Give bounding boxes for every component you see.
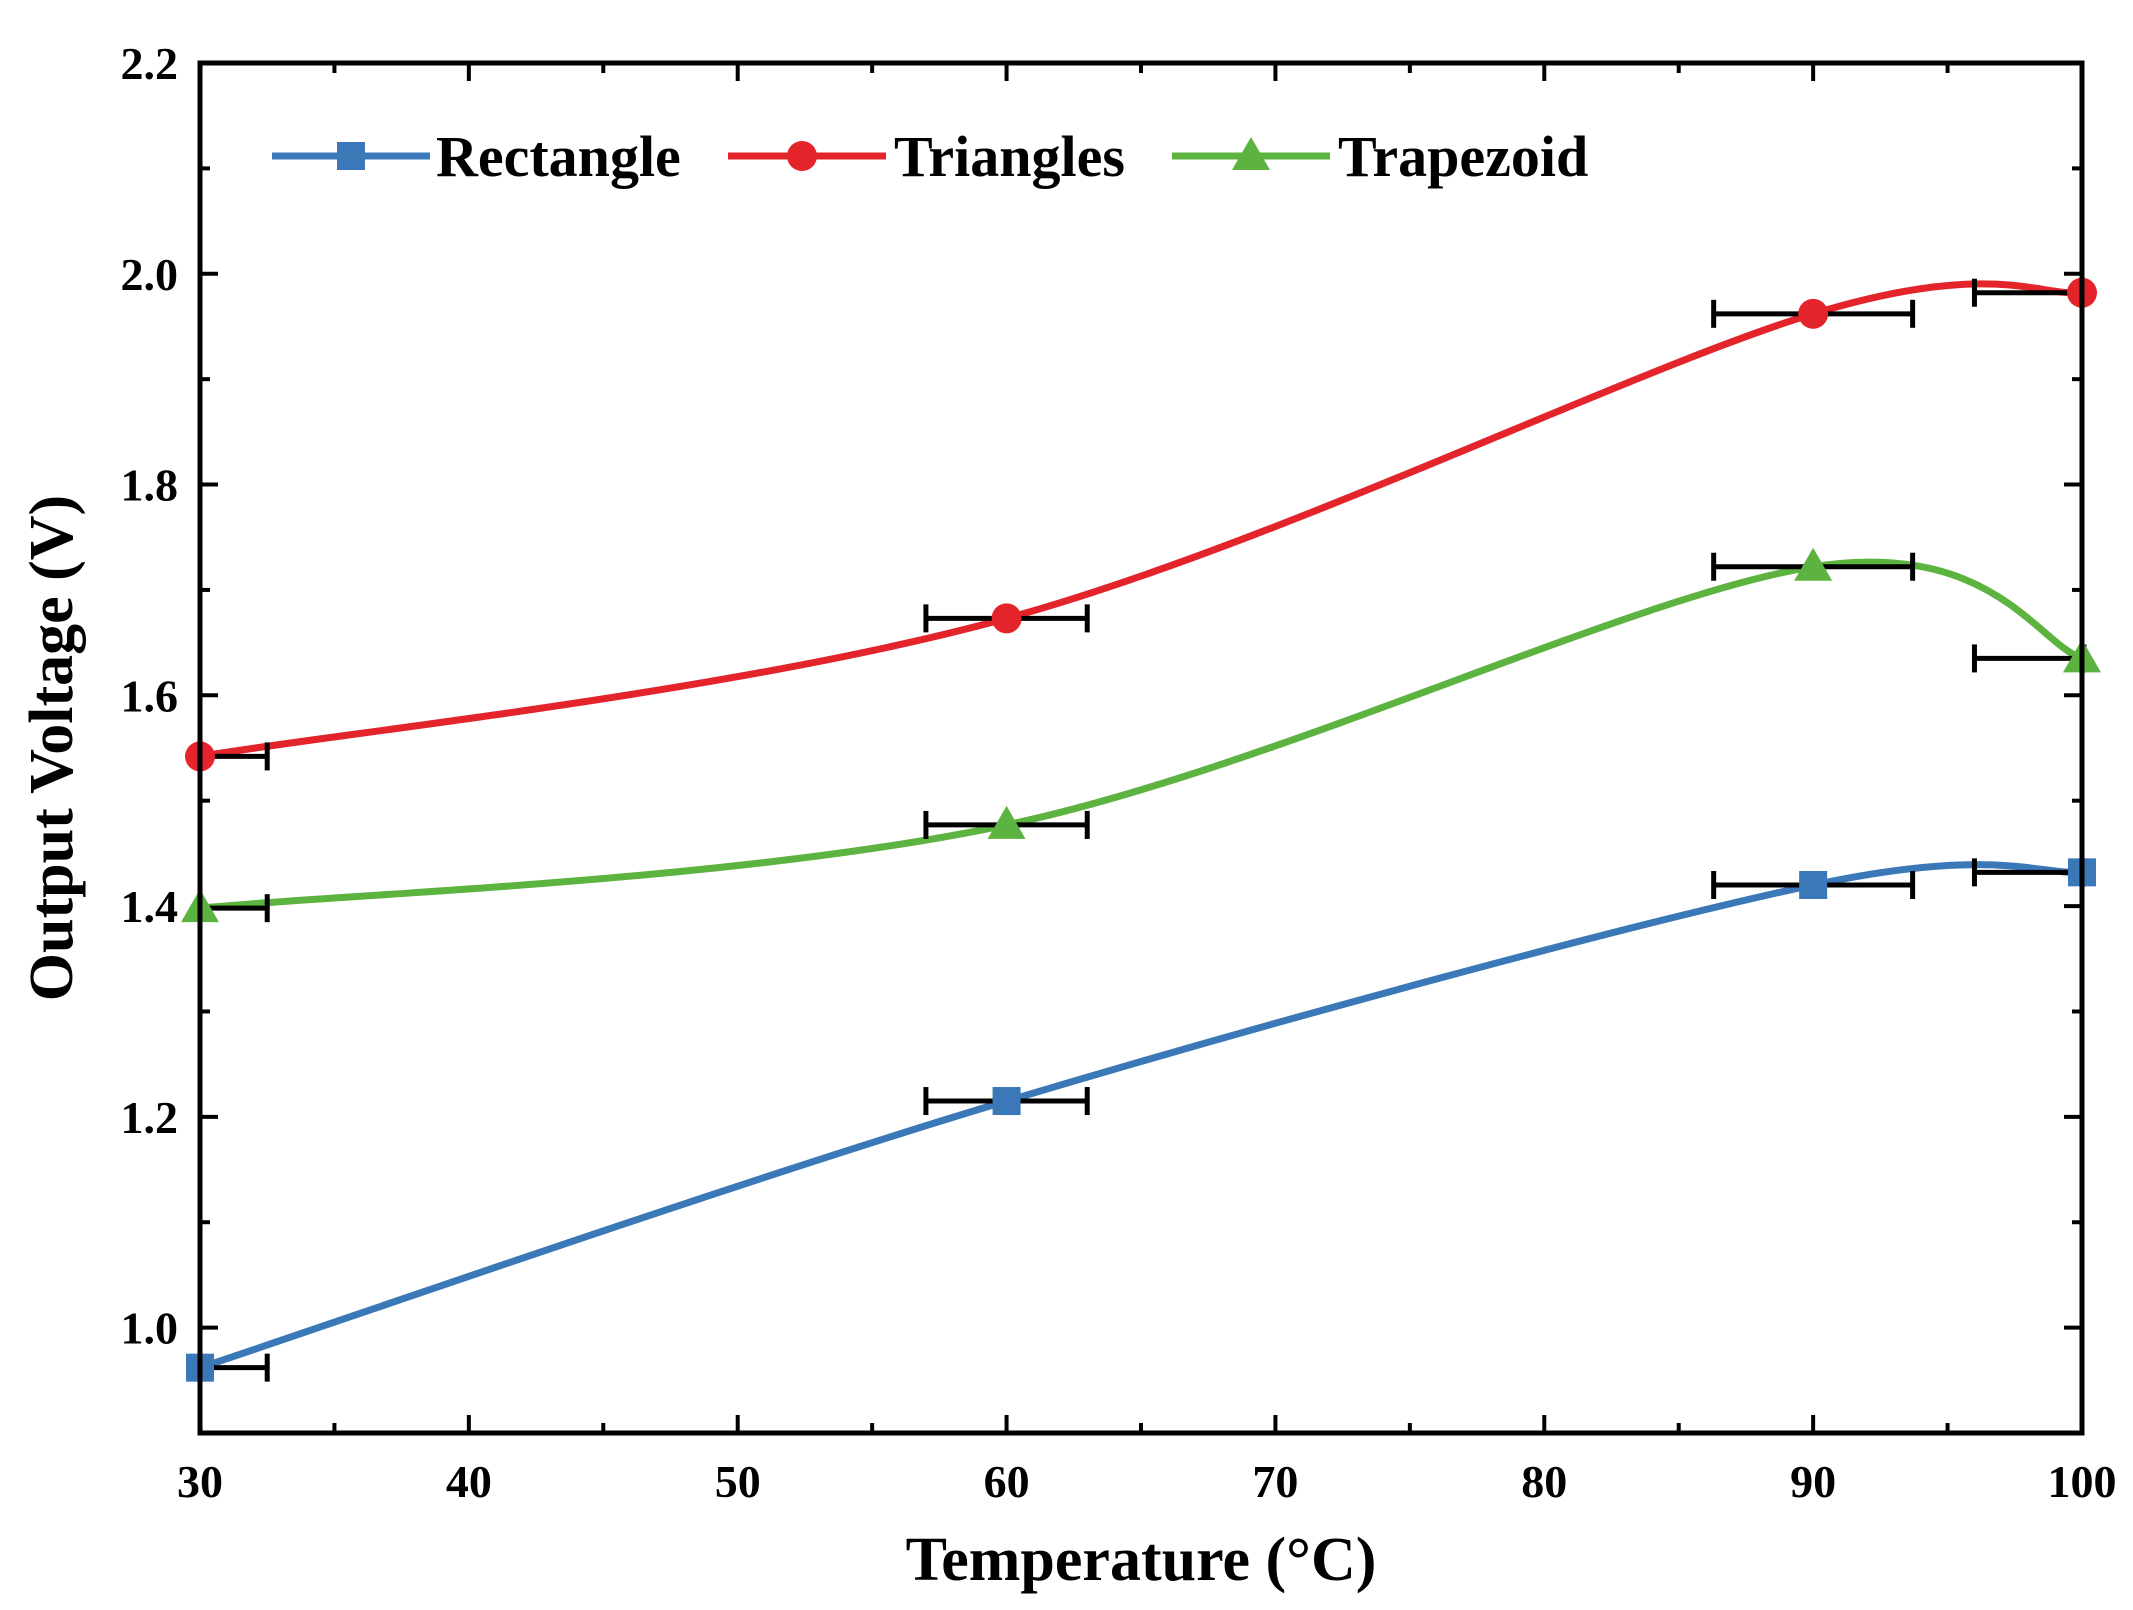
- series-line-trapezoid: [199, 558, 2084, 912]
- series-layer: [181, 277, 2101, 1382]
- data-point-rectangle: [1799, 871, 1828, 899]
- x-tick-label: 100: [2048, 1456, 2117, 1507]
- data-point-trapezoid: [1794, 547, 1833, 581]
- y-tick-label: 1.2: [121, 1092, 179, 1143]
- data-point-triangles: [1798, 298, 1829, 329]
- x-tick-label: 90: [1790, 1456, 1836, 1507]
- y-tick-label: 1.0: [121, 1303, 179, 1354]
- legend-label-trapezoid: Trapezoid: [1338, 124, 1588, 189]
- x-tick-label: 70: [1252, 1456, 1298, 1507]
- legend-label-rectangle: Rectangle: [436, 124, 681, 189]
- y-axis-title: Output Voltage (V): [18, 495, 86, 1001]
- x-tick-label: 40: [446, 1456, 492, 1507]
- series-rectangle: [186, 858, 2096, 1382]
- legend-marker-triangles: [787, 141, 817, 171]
- y-tick-label: 2.0: [121, 249, 179, 300]
- y-tick-label: 1.4: [121, 881, 179, 932]
- legend-item-trapezoid: Trapezoid: [1172, 124, 1588, 189]
- legend-label-triangles: Triangles: [894, 124, 1125, 189]
- legend-marker-rectangle: [337, 142, 365, 170]
- x-tick-label: 60: [984, 1456, 1030, 1507]
- legend-marker-trapezoid: [1232, 137, 1270, 170]
- legend-item-rectangle: Rectangle: [272, 124, 681, 189]
- legend: Rectangle Triangles Trapezoid: [272, 124, 1588, 189]
- series-line-triangles: [199, 280, 2083, 760]
- series-line-rectangle: [198, 861, 2083, 1371]
- data-point-trapezoid: [987, 805, 1026, 839]
- x-tick-label: 50: [715, 1456, 761, 1507]
- x-tick-label: 30: [177, 1456, 223, 1507]
- data-point-rectangle: [992, 1087, 1021, 1116]
- series-triangles: [185, 277, 2097, 772]
- series-trapezoid: [181, 547, 2101, 923]
- axis-ticks: 30 40 50 60 70 80 90 100 1.0 1.2 1.4 1.6 1.8 2.0 2.2: [121, 38, 2117, 1507]
- y-tick-label: 1.6: [121, 670, 179, 721]
- x-axis-title: Temperature (°C): [906, 1526, 1377, 1594]
- y-tick-label: 2.2: [121, 38, 179, 89]
- data-point-triangles: [991, 603, 1022, 634]
- legend-item-triangles: Triangles: [728, 124, 1125, 189]
- x-tick-label: 80: [1521, 1456, 1567, 1507]
- plot-frame: [197, 60, 2085, 1436]
- y-tick-label: 1.8: [121, 460, 179, 511]
